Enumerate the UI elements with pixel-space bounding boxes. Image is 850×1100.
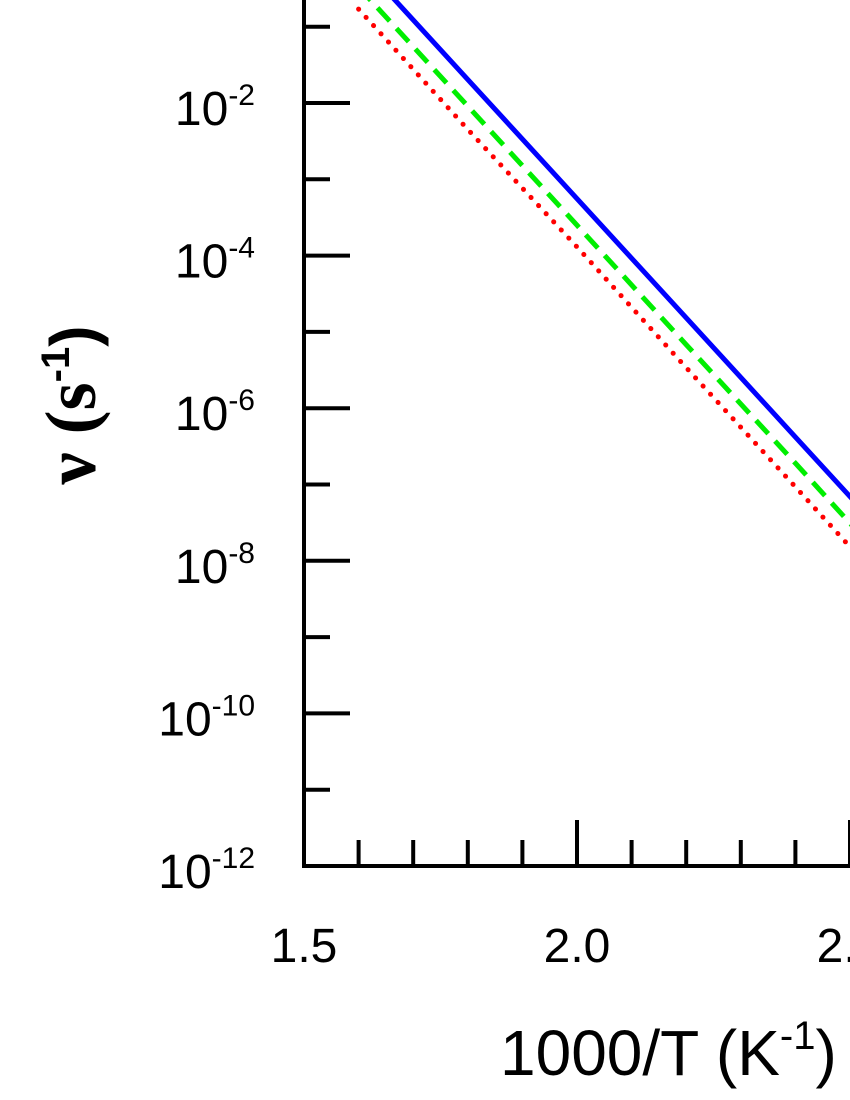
y-tick-label: 10-4 [175,232,255,289]
y-tick-sup: -12 [212,842,255,875]
data-line [391,0,850,501]
y-tick-base: 10 [175,83,228,136]
y-tick-base: 10 [158,693,211,746]
y-tick-sup: -6 [228,384,255,417]
y-tick-base: 10 [175,541,228,594]
y-tick-sup: -2 [228,79,255,112]
y-tick-label: 10-8 [175,537,255,594]
x-axis-label-sup: -1 [780,1014,816,1058]
y-axis-label-text: ν (s [31,382,111,485]
x-tick-label: 2.0 [544,920,611,973]
y-tick-sup: -8 [228,537,255,570]
x-tick-label: 2.5 [817,920,850,973]
data-line [356,6,850,551]
x-axis-label-end: ) [815,1017,836,1089]
y-axis-label: ν (s-1) [31,325,111,485]
y-tick-label: 10-12 [158,842,255,899]
y-tick-sup: -10 [212,689,255,722]
x-tick-label: 1.5 [271,920,338,973]
x-axis-label-text: 1000/T (K [500,1017,780,1089]
y-tick-base: 10 [158,846,211,899]
y-tick-base: 10 [175,388,228,441]
y-tick-label: 10-6 [175,384,255,441]
y-axis-label-sup: -1 [34,347,78,383]
y-tick-sup: -4 [228,232,255,265]
x-axis-label: 1000/T (K-1) [500,1014,837,1089]
y-tick-label: 10-10 [158,689,255,746]
y-tick-label: 10-2 [175,79,255,136]
data-line [367,0,850,527]
y-tick-base: 10 [175,236,228,289]
y-axis-label-end: ) [37,325,109,346]
